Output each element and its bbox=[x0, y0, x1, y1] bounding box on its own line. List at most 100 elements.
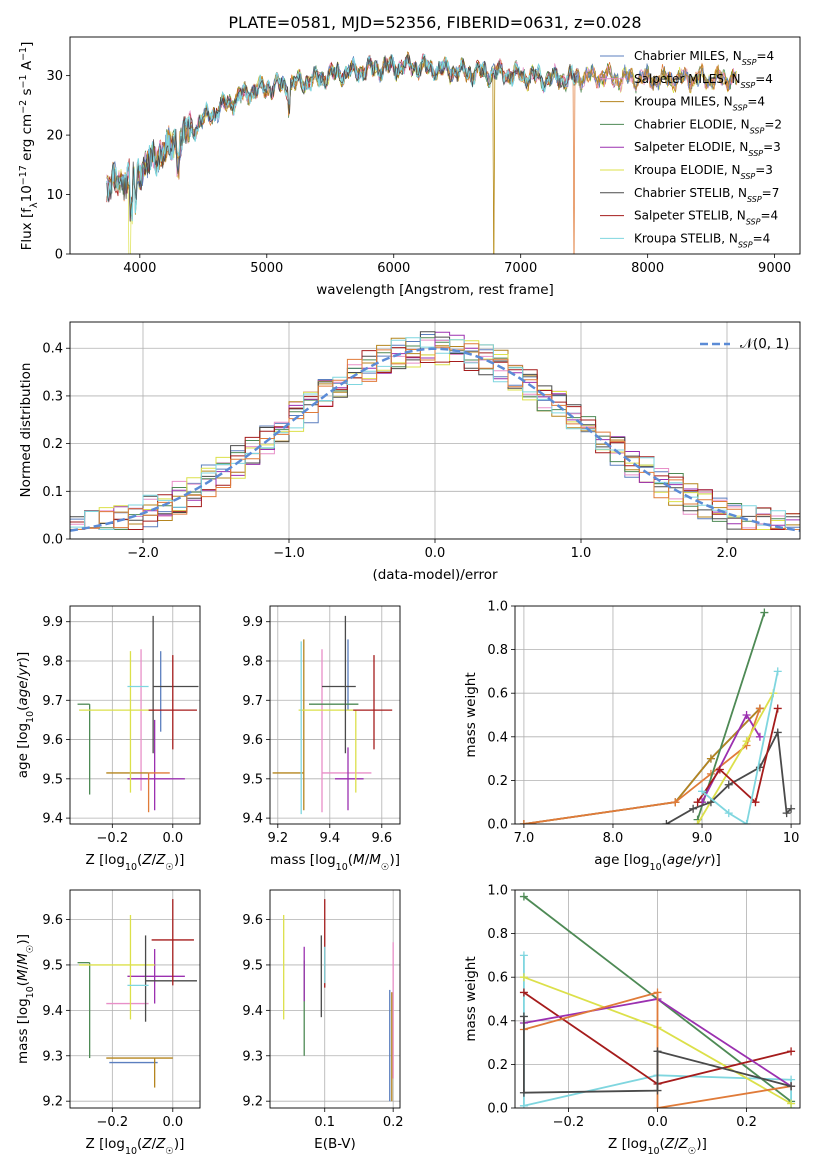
x-tick-label: 8.0 bbox=[603, 831, 624, 846]
legend-label: Kroupa ELODIE, NSSP=3 bbox=[634, 163, 773, 181]
x-axis-label: Z [log10(Z/Z☉)] bbox=[86, 852, 185, 873]
x-tick-label: 8000 bbox=[631, 261, 664, 276]
axes-frame bbox=[269, 889, 401, 1109]
y-axis-label: mass [log10(M/M☉)] bbox=[15, 934, 36, 1064]
y-tick-label: 0.0 bbox=[487, 1102, 508, 1117]
weight-marker bbox=[787, 1047, 796, 1056]
y-tick-label: 9.5 bbox=[242, 772, 263, 787]
plot-area-spectrum bbox=[106, 51, 737, 254]
axes-frame bbox=[69, 36, 801, 255]
plot-area-mass-vs-Z bbox=[70, 890, 200, 1108]
errorbar-point bbox=[353, 655, 393, 750]
x-tick-label: −1.0 bbox=[273, 546, 305, 561]
weight-marker bbox=[693, 798, 702, 807]
y-tick-label: 9.4 bbox=[242, 1004, 263, 1019]
weight-line bbox=[523, 708, 761, 824]
spectrum-line bbox=[106, 53, 578, 222]
y-tick-label: 0.8 bbox=[487, 927, 508, 942]
errorbar-point bbox=[148, 655, 197, 750]
x-tick-label: 9.6 bbox=[371, 831, 392, 846]
y-tick-label: 0.8 bbox=[487, 643, 508, 658]
y-tick-label: 9.3 bbox=[42, 1049, 63, 1064]
y-tick-label: 0.0 bbox=[42, 533, 63, 548]
y-tick-label: 0 bbox=[55, 248, 63, 263]
x-axis-label: Z [log10(Z/Z☉)] bbox=[86, 1136, 185, 1157]
weight-marker bbox=[689, 804, 698, 813]
weight-marker bbox=[519, 1012, 528, 1021]
axes-age-vs-Z: −0.2 0.0 9.4 9.5 9.6 9.7 9.8 9.9 Z [log10(Z/Z☉)]… bbox=[15, 605, 201, 873]
y-axis-label: Normed distribution bbox=[18, 363, 34, 498]
axes-frame bbox=[69, 321, 801, 540]
x-tick-label: 0.0 bbox=[162, 831, 183, 846]
errorbar-point bbox=[272, 639, 305, 811]
x-tick-label: 9000 bbox=[758, 261, 791, 276]
weight-marker bbox=[742, 820, 751, 824]
y-tick-label: 0.0 bbox=[487, 818, 508, 833]
y-tick-label: 9.4 bbox=[242, 812, 263, 827]
axes-age-vs-mass: 9.2 9.4 9.6 9.4 9.5 9.6 9.7 9.8 9.9 mass [log10(M… bbox=[242, 605, 401, 873]
weight-marker bbox=[519, 973, 528, 982]
weight-line bbox=[665, 729, 792, 824]
x-tick-label: 7.0 bbox=[514, 831, 535, 846]
y-tick-label: 1.0 bbox=[487, 600, 508, 615]
weight-marker bbox=[773, 667, 782, 676]
y-tick-label: 20 bbox=[46, 129, 63, 144]
weight-marker bbox=[787, 1099, 796, 1108]
histogram-step bbox=[70, 331, 800, 530]
weight-marker bbox=[519, 892, 528, 901]
y-tick-label: 0.2 bbox=[487, 1058, 508, 1073]
errorbar-point bbox=[77, 962, 91, 1059]
x-tick-label: 5000 bbox=[250, 261, 283, 276]
weight-marker bbox=[742, 737, 751, 746]
errorbar-point bbox=[335, 747, 364, 811]
x-tick-label: 0.2 bbox=[383, 1115, 404, 1130]
plot-area-residuals bbox=[70, 322, 800, 539]
spectrum-line bbox=[106, 54, 737, 254]
axes-frame bbox=[514, 605, 801, 825]
weight-marker bbox=[519, 820, 528, 824]
y-tick-label: 9.6 bbox=[242, 733, 263, 748]
x-tick-label: 6000 bbox=[377, 261, 410, 276]
x-tick-label: 0.2 bbox=[736, 1115, 757, 1130]
x-axis-label: mass [log10(M/M☉)] bbox=[270, 852, 400, 873]
errorbar-point bbox=[322, 615, 356, 754]
y-tick-label: 9.5 bbox=[242, 958, 263, 973]
y-tick-label: 9.7 bbox=[242, 694, 263, 709]
weight-marker bbox=[715, 765, 724, 774]
axes-weight-vs-Z: −0.2 0.0 0.2 0.0 0.2 0.4 0.6 0.8 1.0 Z [log10(Z/Z… bbox=[463, 884, 801, 1157]
weight-marker bbox=[787, 804, 796, 813]
axes-mass-vs-Z: −0.2 0.0 9.2 9.3 9.4 9.5 9.6 Z [log10(Z/Z☉)] mas… bbox=[15, 889, 201, 1157]
errorbar-point bbox=[152, 615, 199, 754]
axes-frame bbox=[269, 605, 401, 825]
y-axis-label: Flux [fλ10−17 erg cm−2 s−1 A−1] bbox=[18, 42, 40, 251]
weight-marker bbox=[693, 820, 702, 824]
weight-marker bbox=[519, 951, 528, 960]
weight-marker bbox=[698, 787, 707, 796]
weight-marker bbox=[653, 988, 662, 997]
y-tick-label: 0.6 bbox=[487, 971, 508, 986]
weight-marker bbox=[755, 704, 764, 713]
errorbar-point bbox=[127, 719, 185, 811]
plot-area-age-vs-mass bbox=[270, 606, 400, 824]
y-tick-label: 30 bbox=[46, 69, 63, 84]
y-tick-label: 0.4 bbox=[42, 342, 63, 357]
x-tick-label: −2.0 bbox=[127, 546, 159, 561]
normal-curve bbox=[70, 347, 800, 532]
legend-label: 𝒩(0, 1) bbox=[740, 336, 789, 352]
legend-label: Salpeter STELIB, NSSP=4 bbox=[634, 209, 778, 227]
y-tick-label: 0.2 bbox=[42, 437, 63, 452]
legend-label: Salpeter ELODIE, NSSP=3 bbox=[634, 140, 781, 158]
x-tick-label: 9.2 bbox=[267, 831, 288, 846]
weight-line bbox=[701, 671, 779, 824]
errorbar-point bbox=[79, 914, 155, 1020]
x-tick-label: 9.4 bbox=[319, 831, 340, 846]
y-tick-label: 9.6 bbox=[242, 913, 263, 928]
axes-frame bbox=[69, 889, 201, 1109]
x-tick-label: 0.0 bbox=[162, 1115, 183, 1130]
x-tick-label: 10 bbox=[783, 831, 800, 846]
weight-marker bbox=[742, 711, 751, 719]
x-tick-label: −0.2 bbox=[97, 831, 129, 846]
legend-label: Kroupa STELIB, NSSP=4 bbox=[634, 231, 770, 249]
y-tick-label: 9.9 bbox=[242, 615, 263, 630]
